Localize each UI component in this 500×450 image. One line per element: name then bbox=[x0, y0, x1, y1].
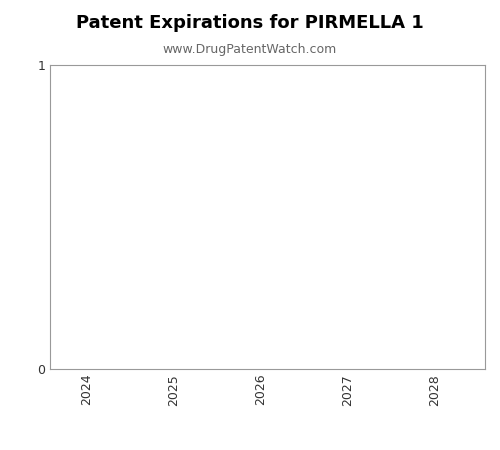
Text: Patent Expirations for PIRMELLA 1: Patent Expirations for PIRMELLA 1 bbox=[76, 14, 424, 32]
Text: www.DrugPatentWatch.com: www.DrugPatentWatch.com bbox=[163, 43, 337, 56]
